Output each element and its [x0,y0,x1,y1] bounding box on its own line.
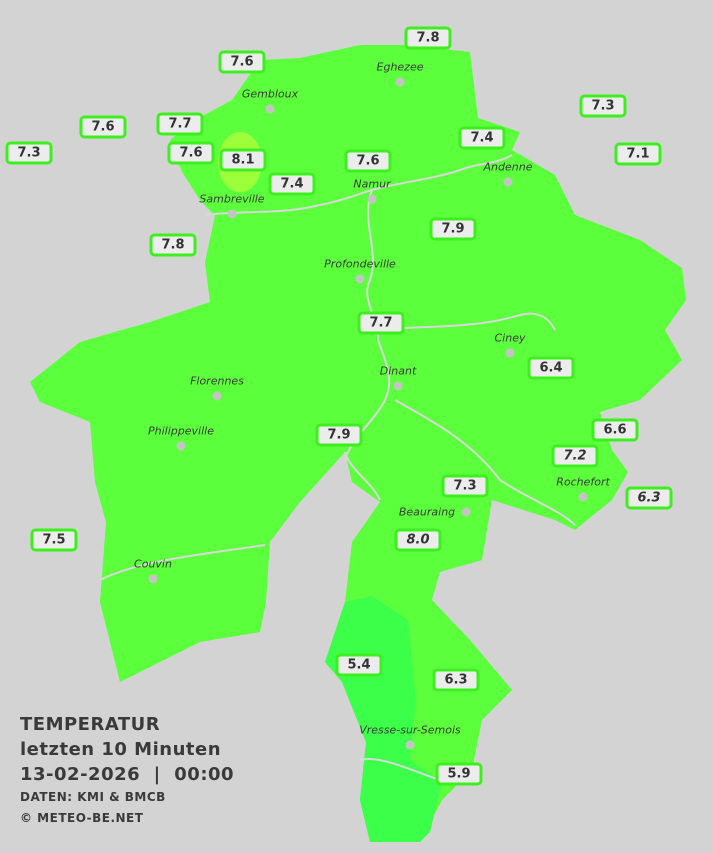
town-dot [212,391,222,401]
legend-title: TEMPERATUR [20,714,161,735]
town-dot [405,740,415,750]
legend-period: letzten 10 Minuten [20,739,222,760]
town-label: Namur [353,177,391,191]
town-label: Ciney [494,331,526,345]
rivers [99,154,576,781]
temperature-reading: 7.6 [344,149,392,173]
temperature-reading: 6.6 [591,418,639,442]
temperature-reading: 5.9 [435,762,483,786]
town-label: Andenne [483,160,533,174]
temperature-reading: 8.1 [219,148,267,172]
town-dot [265,104,275,114]
town-dot [148,574,158,584]
temperature-reading: 7.9 [429,217,477,241]
temperature-reading: 7.3 [5,141,53,165]
temperature-reading: 7.8 [149,233,197,257]
town-dot [578,492,588,502]
town-dot [505,348,515,358]
temperature-reading: 7.6 [218,50,266,74]
legend-copyright: © METEO-BE.NET [20,811,144,825]
temperature-reading: 7.6 [167,141,215,165]
temperature-reading: 7.1 [614,142,662,166]
town-label: Gembloux [241,87,299,101]
temperature-reading: 8.0 [394,528,442,552]
town-dot [176,441,186,451]
town-label: Vresse-sur-Semois [359,723,461,737]
temperature-reading: 7.5 [30,528,78,552]
temperature-reading: 7.3 [441,474,489,498]
temperature-reading: 6.3 [625,486,673,510]
town-label: Beauraing [398,505,456,519]
town-label: Florennes [190,374,244,388]
temperature-reading: 7.7 [156,112,204,136]
temperature-reading: 7.7 [357,311,405,335]
town-label: Couvin [134,557,172,571]
legend-datetime: 13-02-2026 | 00:00 [20,764,235,785]
temperature-reading: 5.4 [335,653,383,677]
temperature-reading: 7.6 [79,115,127,139]
temperature-reading: 7.4 [458,126,506,150]
town-label: Profondeville [324,257,396,271]
town-label: Dinant [379,364,417,378]
town-dot [503,177,513,187]
town-label: Eghezee [376,60,424,74]
town-dot [355,274,365,284]
temperature-reading: 7.9 [315,423,363,447]
legend-source: DATEN: KMI & BMCB [20,790,166,804]
town-label: Sambreville [199,192,265,206]
town-dot [395,77,405,87]
town-dot [393,381,403,391]
town-dot [367,194,377,204]
temperature-reading: 7.2 [551,444,599,468]
temperature-reading: 7.8 [404,26,452,50]
temperature-reading: 6.3 [432,668,480,692]
temperature-reading: 7.3 [579,94,627,118]
temperature-reading: 6.4 [527,356,575,380]
town-label: Philippeville [148,424,214,438]
temperature-reading: 7.4 [268,172,316,196]
town-label: Rochefort [556,475,610,489]
town-dot [227,209,237,219]
town-dot [461,507,471,517]
legend: TEMPERATUR letzten 10 Minuten 13-02-2026… [20,712,234,829]
